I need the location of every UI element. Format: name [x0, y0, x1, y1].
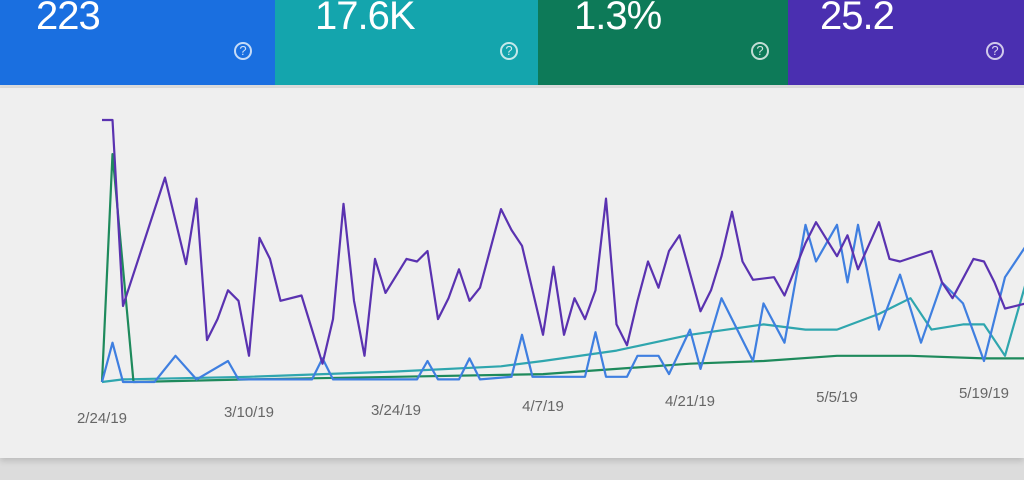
metric-card-total-impressions[interactable]: 17.6K ? — [275, 0, 538, 85]
metric-value: 1.3% — [574, 0, 662, 38]
series-line-2 — [100, 223, 1024, 384]
metric-value: 25.2 — [820, 0, 895, 38]
x-tick-label: 3/24/19 — [371, 402, 421, 419]
metric-cards: 223 ? 17.6K ? 1.3% ? 25.2 ? — [0, 0, 1024, 85]
question-circle-icon[interactable]: ? — [500, 42, 518, 60]
series-line-3 — [102, 118, 1024, 365]
performance-chart-panel — [0, 88, 1024, 458]
x-tick-label: 3/10/19 — [224, 404, 274, 421]
x-tick-label: 5/5/19 — [816, 389, 858, 406]
question-circle-icon[interactable]: ? — [751, 42, 769, 60]
question-circle-icon[interactable]: ? — [986, 42, 1004, 60]
metric-card-average-ctr[interactable]: 1.3% ? — [538, 0, 788, 85]
x-tick-label: 2/24/19 — [77, 410, 127, 427]
question-circle-icon[interactable]: ? — [234, 42, 252, 60]
series-line-0 — [101, 285, 1024, 384]
metric-value: 223 — [36, 0, 101, 38]
x-tick-label: 5/19/19 — [959, 385, 1009, 402]
x-tick-label: 4/21/19 — [665, 393, 715, 410]
x-tick-label: 4/7/19 — [522, 398, 564, 415]
metric-card-average-position[interactable]: 25.2 ? — [788, 0, 1024, 85]
series-line-1 — [100, 153, 1024, 384]
metric-value: 17.6K — [315, 0, 416, 38]
metric-card-total-clicks[interactable]: 223 ? — [0, 0, 275, 85]
